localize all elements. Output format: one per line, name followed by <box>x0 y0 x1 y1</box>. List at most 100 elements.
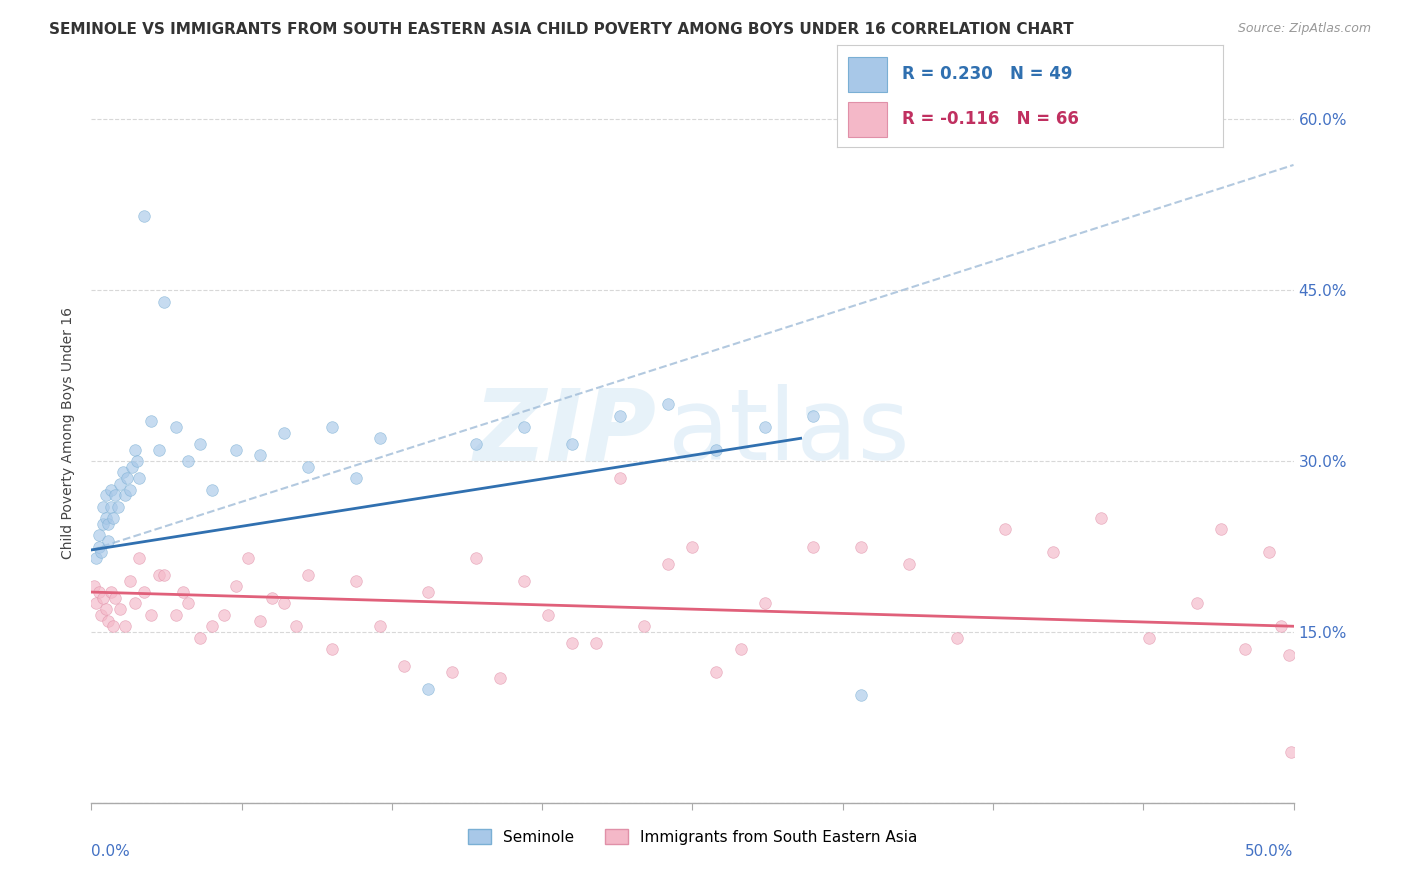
Point <box>321 420 343 434</box>
Point <box>94 602 117 616</box>
Text: atlas: atlas <box>668 384 910 481</box>
Point <box>118 483 141 497</box>
Point <box>706 442 728 457</box>
Point <box>249 614 271 628</box>
Point <box>128 471 150 485</box>
Point <box>124 597 146 611</box>
Legend: Seminole, Immigrants from South Eastern Asia: Seminole, Immigrants from South Eastern … <box>461 822 924 851</box>
Point <box>706 665 728 679</box>
Point <box>117 471 139 485</box>
Point <box>134 209 156 223</box>
Point <box>801 409 824 423</box>
Point <box>94 488 117 502</box>
Point <box>188 631 211 645</box>
Point <box>93 591 115 605</box>
Point <box>849 688 872 702</box>
Point <box>152 568 174 582</box>
Point <box>801 540 824 554</box>
FancyBboxPatch shape <box>848 102 887 137</box>
Text: R = -0.116   N = 66: R = -0.116 N = 66 <box>903 111 1080 128</box>
Point <box>513 574 536 588</box>
Point <box>297 459 319 474</box>
Point <box>273 597 295 611</box>
Point <box>84 550 107 565</box>
Point <box>897 557 920 571</box>
Point <box>201 619 224 633</box>
Point <box>188 437 211 451</box>
Point <box>100 585 122 599</box>
Point <box>236 550 259 565</box>
Point <box>104 591 127 605</box>
Point <box>212 607 235 622</box>
Point <box>201 483 224 497</box>
Point <box>87 540 110 554</box>
Point <box>134 585 156 599</box>
Point <box>90 607 112 622</box>
Point <box>1234 642 1257 657</box>
Point <box>225 442 247 457</box>
Text: R = 0.230   N = 49: R = 0.230 N = 49 <box>903 65 1073 83</box>
Point <box>225 579 247 593</box>
Point <box>90 545 112 559</box>
Point <box>107 500 129 514</box>
Point <box>87 585 110 599</box>
Point <box>165 420 187 434</box>
Point <box>165 607 187 622</box>
FancyBboxPatch shape <box>848 57 887 92</box>
Point <box>125 454 148 468</box>
Point <box>1278 648 1301 662</box>
Point <box>97 614 120 628</box>
Point <box>1090 511 1112 525</box>
Point <box>585 636 607 650</box>
Point <box>609 471 631 485</box>
Point <box>110 602 132 616</box>
Point <box>416 681 439 696</box>
Point <box>344 471 367 485</box>
Point <box>657 557 679 571</box>
Y-axis label: Child Poverty Among Boys Under 16: Child Poverty Among Boys Under 16 <box>62 307 76 558</box>
Point <box>754 597 776 611</box>
Point <box>1258 545 1281 559</box>
Point <box>172 585 194 599</box>
Text: Source: ZipAtlas.com: Source: ZipAtlas.com <box>1237 22 1371 36</box>
Point <box>83 579 105 593</box>
Point <box>1211 523 1233 537</box>
Point <box>273 425 295 440</box>
Point <box>124 442 146 457</box>
Point <box>100 500 122 514</box>
Point <box>141 414 163 428</box>
Point <box>368 431 391 445</box>
Point <box>249 449 271 463</box>
Point <box>609 409 631 423</box>
Point <box>754 420 776 434</box>
Point <box>114 488 136 502</box>
Point <box>101 619 124 633</box>
Point <box>176 454 198 468</box>
Point <box>297 568 319 582</box>
Point <box>730 642 752 657</box>
Point <box>97 533 120 548</box>
Point <box>97 516 120 531</box>
Point <box>93 516 115 531</box>
Point <box>104 488 127 502</box>
Point <box>537 607 560 622</box>
Point <box>94 511 117 525</box>
Point <box>87 528 110 542</box>
Point <box>260 591 283 605</box>
Point <box>561 437 583 451</box>
Point <box>148 442 170 457</box>
Point <box>657 397 679 411</box>
Point <box>284 619 307 633</box>
Point <box>93 500 115 514</box>
Point <box>465 437 488 451</box>
Point <box>118 574 141 588</box>
Text: ZIP: ZIP <box>474 384 657 481</box>
Point <box>128 550 150 565</box>
Point <box>176 597 198 611</box>
Point <box>84 597 107 611</box>
Point <box>513 420 536 434</box>
Point <box>946 631 969 645</box>
Point <box>141 607 163 622</box>
Point <box>489 671 512 685</box>
Point <box>152 294 174 309</box>
